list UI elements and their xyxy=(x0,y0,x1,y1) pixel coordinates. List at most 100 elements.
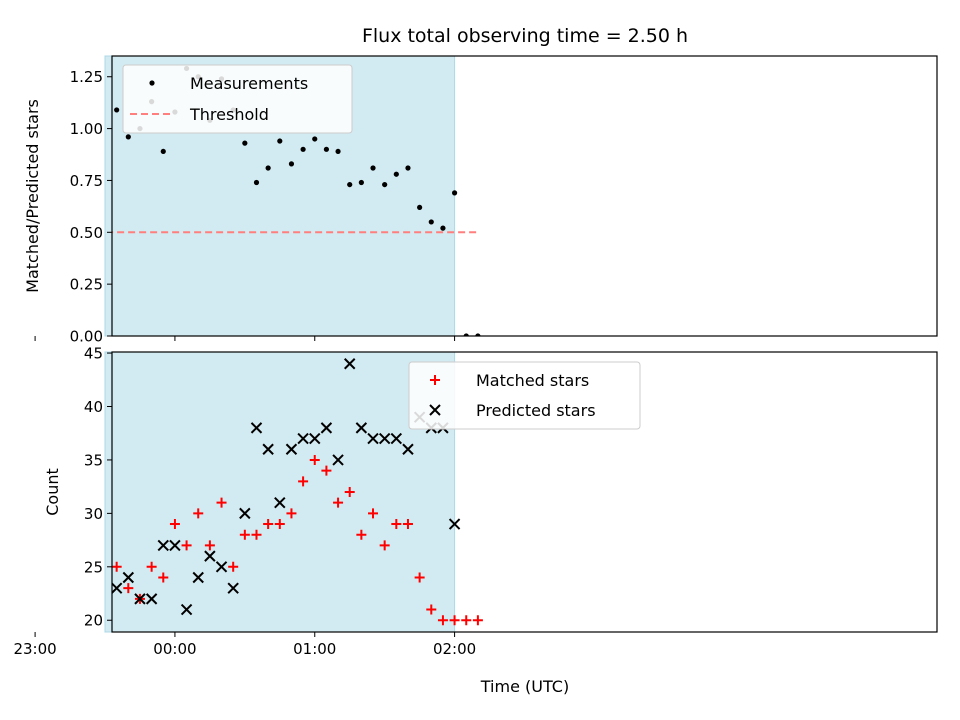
measurement-point xyxy=(451,190,458,196)
y-tick-label: 45 xyxy=(84,345,103,363)
measurement-point xyxy=(288,161,295,167)
matched-star-point xyxy=(449,615,460,626)
predicted-star-point xyxy=(180,603,193,616)
measurement-point xyxy=(9,333,14,338)
bottom-panel: 21:0022:0023:0000:0001:0002:002025303540… xyxy=(0,345,938,658)
measurement-point xyxy=(323,146,330,152)
measurement-point xyxy=(358,179,364,186)
predicted-star-point xyxy=(192,571,204,584)
measurement-point xyxy=(428,219,434,225)
matched-star-point xyxy=(286,508,297,519)
predicted-star-point xyxy=(145,593,158,605)
matched-star-point xyxy=(274,519,285,530)
measurement-point xyxy=(277,138,283,144)
matched-star-point xyxy=(414,572,425,583)
matched-star-point xyxy=(216,497,227,508)
predicted-star-point xyxy=(355,422,368,434)
measurement-point xyxy=(44,333,49,338)
measurement-point xyxy=(265,165,271,171)
predicted-star-point xyxy=(204,550,216,562)
predicted-star-point xyxy=(378,432,391,445)
y-axis-label: Count xyxy=(43,468,62,516)
matched-star-point xyxy=(402,519,413,530)
measurement-point xyxy=(370,165,376,171)
matched-star-point xyxy=(204,540,215,551)
matched-star-point xyxy=(42,605,52,615)
y-tick-label: 30 xyxy=(84,505,103,523)
matched-star-point xyxy=(181,540,192,551)
measurement-point xyxy=(440,225,446,231)
predicted-star-point xyxy=(134,593,146,605)
predicted-star-point xyxy=(215,561,228,573)
legend-threshold-label: Threshold xyxy=(189,105,269,124)
matched-star-point xyxy=(368,508,379,519)
measurement-point xyxy=(393,171,399,177)
y-tick-label: 0.75 xyxy=(70,172,103,190)
measurement-point xyxy=(382,181,388,188)
predicted-star-point xyxy=(285,443,298,455)
predicted-star-point xyxy=(0,572,5,582)
matched-star-point xyxy=(146,561,157,572)
predicted-star-point xyxy=(367,432,379,445)
matched-star-point xyxy=(65,508,75,518)
matched-star-point xyxy=(379,540,390,551)
measurement-point xyxy=(0,153,3,158)
measurement-point xyxy=(114,107,120,113)
plot-area xyxy=(0,358,483,626)
y-tick-label: 40 xyxy=(84,398,103,416)
predicted-star-point xyxy=(227,582,239,594)
legend-predicted-label: Predicted stars xyxy=(476,401,596,420)
matched-star-point xyxy=(321,465,332,476)
matched-star-point xyxy=(53,605,63,615)
top-panel: 0.00 0.25 0.50 0.75 1.00 1.25 Matched/Predicte… xyxy=(0,55,938,346)
y-axis-label: Matched/Predicted stars xyxy=(23,99,42,293)
predicted-star-point xyxy=(332,454,344,466)
measurement-point xyxy=(160,148,166,155)
matched-star-point xyxy=(158,572,169,583)
matched-star-point xyxy=(461,615,472,626)
matched-star-point xyxy=(7,605,17,615)
measurement-point xyxy=(312,136,318,142)
matched-star-point xyxy=(426,604,437,615)
observing-window-shade xyxy=(104,351,456,633)
legend: Matched stars Predicted stars xyxy=(408,361,641,430)
y-tick-label: 20 xyxy=(84,612,103,630)
predicted-star-point xyxy=(169,539,181,552)
legend-box xyxy=(122,64,353,134)
matched-star-point xyxy=(169,519,180,530)
predicted-star-point xyxy=(344,358,356,370)
predicted-star-point xyxy=(402,443,414,455)
matched-star-point xyxy=(112,561,122,572)
axes-frame xyxy=(111,351,938,633)
x-tick-label: 02:00 xyxy=(433,640,476,658)
legend-predicted-marker xyxy=(429,404,441,416)
matched-star-point xyxy=(333,497,344,508)
predicted-star-point xyxy=(112,582,123,594)
predicted-star-point xyxy=(448,518,461,530)
legend-box xyxy=(408,361,641,430)
y-tick-label: 1.00 xyxy=(70,120,103,138)
matched-star-point xyxy=(239,529,250,540)
x-tick-label: 00:00 xyxy=(153,640,196,658)
measurement-point xyxy=(242,140,248,146)
predicted-star-point xyxy=(274,496,286,509)
predicted-star-point xyxy=(239,507,251,520)
measurement-point xyxy=(56,333,61,338)
matched-star-point xyxy=(228,561,239,572)
predicted-star-point xyxy=(262,443,274,455)
measurement-point xyxy=(21,333,26,338)
predicted-star-point xyxy=(65,498,75,508)
matched-star-point xyxy=(18,605,28,615)
matched-star-point xyxy=(472,615,483,626)
matched-star-point xyxy=(437,615,448,626)
y-tick-label: 25 xyxy=(84,558,103,576)
legend-matched-label: Matched stars xyxy=(476,371,589,390)
measurement-point xyxy=(335,148,341,155)
chart-title: Flux total observing time = 2.50 h xyxy=(362,25,688,47)
matched-star-point xyxy=(309,454,320,465)
y-tick-label: 0.50 xyxy=(70,224,103,242)
axes-frame xyxy=(111,55,938,337)
measurement-point xyxy=(417,204,423,211)
matched-star-point xyxy=(344,487,355,497)
